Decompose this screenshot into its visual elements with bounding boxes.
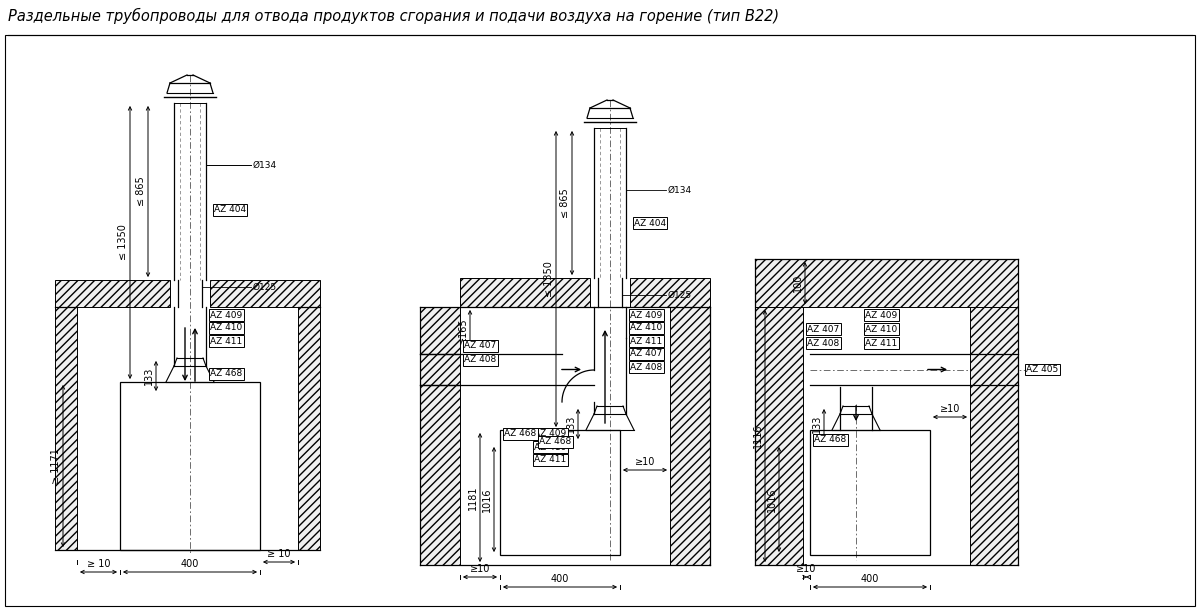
Bar — [755, 259, 1018, 307]
Text: AZ 411: AZ 411 — [534, 455, 566, 464]
Bar — [120, 382, 260, 550]
Text: AZ 410: AZ 410 — [630, 323, 662, 332]
Text: AZ 468: AZ 468 — [539, 437, 571, 447]
Text: AZ 468: AZ 468 — [210, 370, 242, 378]
Text: 1016: 1016 — [482, 487, 492, 512]
Text: ≤ 1350: ≤ 1350 — [544, 261, 554, 297]
Bar — [55, 307, 77, 550]
Text: AZ 410: AZ 410 — [534, 442, 566, 452]
Text: ≤ 865: ≤ 865 — [560, 188, 570, 218]
Text: 1016: 1016 — [767, 487, 778, 512]
Text: AZ 468: AZ 468 — [504, 430, 536, 439]
Text: Раздельные трубопроводы для отвода продуктов сгорания и подачи воздуха на горени: Раздельные трубопроводы для отвода проду… — [8, 8, 779, 24]
Text: 1116: 1116 — [754, 424, 763, 448]
Bar — [670, 307, 710, 565]
Text: 133: 133 — [812, 415, 822, 433]
Bar — [755, 307, 803, 565]
Text: ≥10: ≥10 — [797, 564, 817, 574]
Text: AZ 411: AZ 411 — [630, 337, 662, 345]
Text: ≥ 10: ≥ 10 — [86, 559, 110, 569]
Text: AZ 404: AZ 404 — [214, 205, 246, 214]
Text: AZ 410: AZ 410 — [210, 323, 242, 332]
Text: AZ 407: AZ 407 — [808, 324, 839, 334]
Text: 133: 133 — [144, 367, 154, 385]
Text: AZ 411: AZ 411 — [210, 337, 242, 345]
Text: ≤ 865: ≤ 865 — [136, 177, 146, 207]
Text: Ø125: Ø125 — [253, 282, 277, 291]
Bar — [500, 430, 620, 555]
Bar — [970, 307, 1018, 565]
Text: AZ 404: AZ 404 — [634, 219, 666, 227]
Text: Ø125: Ø125 — [668, 290, 692, 299]
Text: 400: 400 — [181, 559, 199, 569]
Bar — [630, 278, 710, 307]
Text: 400: 400 — [551, 574, 569, 584]
Text: ≥165: ≥165 — [458, 317, 468, 344]
Text: 133: 133 — [566, 415, 576, 433]
Text: ≥ 1171: ≥ 1171 — [50, 448, 61, 484]
Text: AZ 468: AZ 468 — [814, 436, 846, 444]
Text: AZ 409: AZ 409 — [534, 430, 566, 439]
Text: Ø134: Ø134 — [668, 186, 692, 194]
Text: 1181: 1181 — [468, 485, 478, 510]
Bar — [210, 280, 320, 307]
Text: AZ 407: AZ 407 — [464, 342, 497, 351]
Text: ≤ 1350: ≤ 1350 — [118, 225, 128, 260]
Text: AZ 411: AZ 411 — [865, 338, 898, 348]
Bar — [810, 430, 930, 555]
Text: AZ 409: AZ 409 — [865, 310, 898, 320]
Bar — [420, 307, 460, 565]
Text: ≥10: ≥10 — [470, 564, 490, 574]
Text: AZ 408: AZ 408 — [464, 356, 497, 365]
Text: 100: 100 — [793, 274, 803, 292]
Text: AZ 407: AZ 407 — [630, 349, 662, 359]
Text: AZ 409: AZ 409 — [630, 310, 662, 320]
Text: ≥10: ≥10 — [635, 457, 655, 467]
Text: AZ 408: AZ 408 — [808, 338, 839, 348]
Bar — [298, 307, 320, 550]
Text: AZ 405: AZ 405 — [1026, 365, 1058, 374]
Text: ≥10: ≥10 — [940, 404, 960, 414]
Text: ≥ 10: ≥ 10 — [268, 549, 290, 559]
Bar — [55, 280, 170, 307]
Text: Ø134: Ø134 — [253, 161, 277, 169]
Bar — [460, 278, 590, 307]
Text: 400: 400 — [860, 574, 880, 584]
Text: AZ 409: AZ 409 — [210, 310, 242, 320]
Text: AZ 410: AZ 410 — [865, 324, 898, 334]
Text: AZ 408: AZ 408 — [630, 362, 662, 371]
